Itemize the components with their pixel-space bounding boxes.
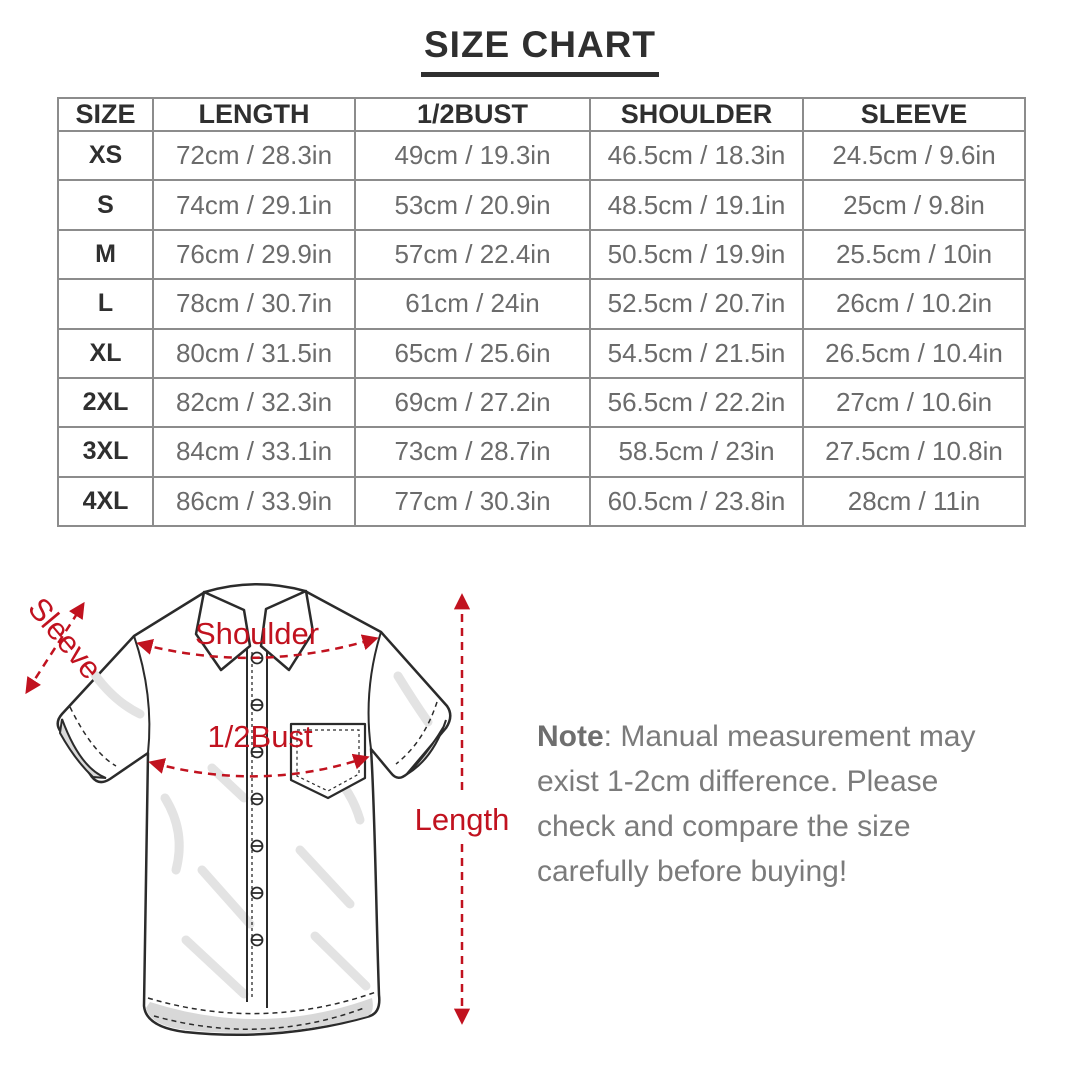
sleeve-cell: 25cm / 9.8in	[802, 179, 1026, 231]
sleeve-cell: 25.5cm / 10in	[802, 228, 1026, 281]
shoulder-cell: 50.5cm / 19.9in	[589, 228, 804, 281]
sleeve-cell: 27.5cm / 10.8in	[802, 426, 1026, 478]
shoulder-cell: 60.5cm / 23.8in	[589, 475, 804, 528]
size-cell: XL	[57, 327, 154, 379]
table-row: XS 72cm / 28.3in 49cm / 19.3in 46.5cm / …	[57, 129, 1026, 182]
length-cell: 72cm / 28.3in	[152, 129, 356, 182]
sleeve-cell: 27cm / 10.6in	[802, 376, 1026, 429]
measurement-annotations	[25, 593, 471, 1025]
shoulder-label: Shoulder	[195, 616, 319, 651]
page-title: SIZE CHART	[421, 24, 659, 77]
shoulder-cell: 52.5cm / 20.7in	[589, 278, 804, 330]
page-title-row: SIZE CHART	[0, 24, 1080, 77]
size-cell: M	[57, 228, 154, 281]
length-cell: 74cm / 29.1in	[152, 179, 356, 231]
size-cell: S	[57, 179, 154, 231]
sleeve-arrow	[25, 601, 85, 695]
bust-cell: 53cm / 20.9in	[354, 179, 591, 231]
table-row: S 74cm / 29.1in 53cm / 20.9in 48.5cm / 1…	[57, 179, 1026, 231]
bust-cell: 49cm / 19.3in	[354, 129, 591, 182]
bust-cell: 65cm / 25.6in	[354, 327, 591, 379]
length-cell: 76cm / 29.9in	[152, 228, 356, 281]
size-cell: 4XL	[57, 475, 154, 528]
note-text: : Manual measurement may exist 1-2cm dif…	[537, 720, 976, 888]
bust-cell: 77cm / 30.3in	[354, 475, 591, 528]
sleeve-cuffs	[58, 701, 447, 779]
shirt-body-outline	[56, 583, 452, 1037]
size-cell: 2XL	[57, 376, 154, 429]
table-row: L 78cm / 30.7in 61cm / 24in 52.5cm / 20.…	[57, 278, 1026, 330]
shoulder-cell: 56.5cm / 22.2in	[589, 376, 804, 429]
length-cell: 82cm / 32.3in	[152, 376, 356, 429]
bust-cell: 57cm / 22.4in	[354, 228, 591, 281]
shoulder-cell: 58.5cm / 23in	[589, 426, 804, 478]
bust-cell: 73cm / 28.7in	[354, 426, 591, 478]
column-header-length: LENGTH	[152, 97, 356, 132]
table-row: 3XL 84cm / 33.1in 73cm / 28.7in 58.5cm /…	[57, 426, 1026, 478]
table-row: XL 80cm / 31.5in 65cm / 25.6in 54.5cm / …	[57, 327, 1026, 379]
size-cell: L	[57, 278, 154, 330]
size-cell: XS	[57, 129, 154, 182]
table-header-row: SIZE LENGTH 1/2BUST SHOULDER SLEEVE	[57, 97, 1026, 132]
shoulder-cell: 46.5cm / 18.3in	[589, 129, 804, 182]
sleeve-label: Sleeve	[21, 591, 109, 686]
shoulder-arrow	[136, 634, 379, 660]
length-cell: 86cm / 33.9in	[152, 475, 356, 528]
sleeve-cell: 26cm / 10.2in	[802, 278, 1026, 330]
shoulder-cell: 54.5cm / 21.5in	[589, 327, 804, 379]
shoulder-cell: 48.5cm / 19.1in	[589, 179, 804, 231]
table-row: 4XL 86cm / 33.9in 77cm / 30.3in 60.5cm /…	[57, 475, 1026, 528]
sleeve-cell: 24.5cm / 9.6in	[802, 129, 1026, 182]
column-header-sleeve: SLEEVE	[802, 97, 1026, 132]
length-cell: 80cm / 31.5in	[152, 327, 356, 379]
shirt-hem	[146, 991, 377, 1033]
table-row: 2XL 82cm / 32.3in 69cm / 27.2in 56.5cm /…	[57, 376, 1026, 429]
shirt-measurement-diagram: Shoulder 1/2Bust Sleeve Length	[21, 583, 510, 1037]
sleeve-cell: 26.5cm / 10.4in	[802, 327, 1026, 379]
bust-cell: 69cm / 27.2in	[354, 376, 591, 429]
length-label: Length	[415, 802, 510, 837]
size-chart-table: SIZE LENGTH 1/2BUST SHOULDER SLEEVE XS 7…	[57, 97, 1026, 528]
table-row: M 76cm / 29.9in 57cm / 22.4in 50.5cm / 1…	[57, 228, 1026, 281]
length-cell: 78cm / 30.7in	[152, 278, 356, 330]
length-cell: 84cm / 33.1in	[152, 426, 356, 478]
column-header-size: SIZE	[57, 97, 154, 132]
bust-cell: 61cm / 24in	[354, 278, 591, 330]
note-label: Note	[537, 720, 604, 753]
bust-label: 1/2Bust	[207, 719, 313, 754]
measurement-note: Note: Manual measurement may exist 1-2cm…	[537, 714, 1019, 894]
column-header-bust: 1/2BUST	[354, 97, 591, 132]
column-header-shoulder: SHOULDER	[589, 97, 804, 132]
bust-arrow	[148, 753, 370, 778]
sleeve-cell: 28cm / 11in	[802, 475, 1026, 528]
size-cell: 3XL	[57, 426, 154, 478]
